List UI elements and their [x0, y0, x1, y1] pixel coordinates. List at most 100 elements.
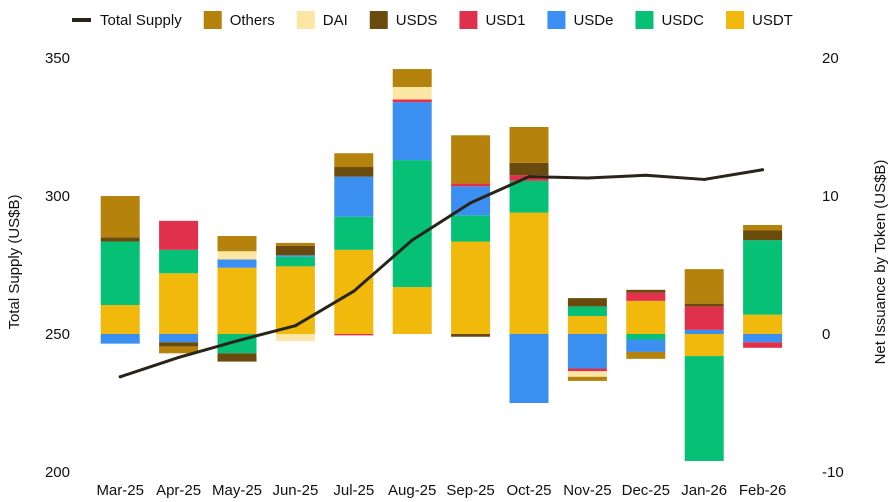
legend-label-usd1: USD1: [485, 12, 525, 29]
total-supply-point-apr-25: [177, 355, 181, 359]
bar-usds-apr-25: [159, 342, 199, 347]
legend-swatch-total-supply: [72, 18, 91, 22]
bar-usdc-jan-26: [684, 356, 724, 461]
bar-dai-may-25: [217, 251, 257, 260]
bar-usdt-sep-25: [451, 241, 491, 334]
total-supply-point-aug-25: [410, 238, 414, 242]
legend-swatch-dai: [296, 11, 315, 29]
bar-usds-nov-25: [567, 298, 607, 307]
bar-usds-feb-26: [743, 230, 783, 241]
bar-usdc-dec-25: [626, 334, 666, 340]
bar-others-may-25: [217, 236, 257, 252]
legend-label-others: Others: [230, 12, 275, 29]
x-tick-label-may-25: May-25: [212, 482, 262, 499]
x-tick-label-mar-25: Mar-25: [96, 482, 144, 499]
bar-usdc-jun-25: [275, 256, 315, 267]
bar-usde-nov-25: [567, 334, 607, 369]
bar-usdt-may-25: [217, 267, 257, 334]
bar-usdt-dec-25: [626, 300, 666, 334]
bar-usdc-jul-25: [334, 216, 374, 250]
total-supply-point-mar-25: [118, 375, 122, 379]
legend-swatch-usd1: [459, 11, 478, 29]
left-tick-label-200: 200: [45, 464, 70, 481]
legend: Total Supply Others DAI USDS USD1 USDe USDC USD…: [72, 11, 793, 29]
left-tick-label-350: 350: [45, 50, 70, 67]
right-tick-label-20: 20: [822, 50, 839, 67]
total-supply-point-feb-26: [761, 168, 765, 172]
bar-usde-oct-25: [509, 334, 549, 403]
bar-usdt-aug-25: [392, 287, 432, 334]
legend-label-usdc: USDC: [661, 12, 704, 29]
bar-others-jul-25: [334, 153, 374, 168]
bar-usd1-apr-25: [159, 220, 199, 250]
bar-usds-oct-25: [509, 162, 549, 176]
bar-usd1-dec-25: [626, 292, 666, 301]
bar-usd1-jul-25: [334, 334, 374, 336]
right-tick-label-10: 10: [822, 188, 839, 205]
bar-usd1-aug-25: [392, 99, 432, 103]
left-tick-label-300: 300: [45, 188, 70, 205]
bar-usdc-nov-25: [567, 306, 607, 317]
legend-swatch-others: [203, 11, 222, 29]
bar-usde-jul-25: [334, 176, 374, 217]
legend-item-usde: USDe: [547, 11, 613, 29]
bar-dai-aug-25: [392, 86, 432, 100]
legend-item-usdt: USDT: [725, 11, 793, 29]
bar-others-sep-25: [451, 135, 491, 184]
bar-usd1-feb-26: [743, 342, 783, 348]
bar-usdc-sep-25: [451, 215, 491, 242]
x-tick-label-sep-25: Sep-25: [446, 482, 494, 499]
bar-usde-feb-26: [743, 334, 783, 343]
x-axis: Mar-25 Apr-25 May-25 Jun-25 Jul-25 Aug-25 Sep-…: [96, 482, 786, 499]
bar-usds-jun-25: [275, 245, 315, 256]
left-axis-title: Total Supply (US$B): [6, 194, 23, 329]
total-supply-point-dec-25: [644, 173, 648, 177]
bar-usde-apr-25: [159, 334, 199, 343]
left-tick-label-250: 250: [45, 326, 70, 343]
bar-usds-jan-26: [684, 303, 724, 307]
total-supply-point-may-25: [235, 339, 239, 343]
total-supply-point-nov-25: [585, 176, 589, 180]
bar-usde-jun-25: [275, 255, 315, 257]
left-axis: 200 250 300 350: [45, 50, 70, 481]
bar-usdc-apr-25: [159, 249, 199, 274]
bar-others-dec-25: [626, 351, 666, 359]
total-supply-point-jul-25: [352, 289, 356, 293]
right-axis-title: Net Issuance by Token (US$B): [872, 160, 889, 365]
bar-usd1-jan-26: [684, 306, 724, 330]
bar-usde-aug-25: [392, 102, 432, 161]
right-tick-label--10: -10: [822, 464, 844, 481]
bar-usdc-mar-25: [100, 241, 140, 306]
x-tick-label-aug-25: Aug-25: [388, 482, 436, 499]
total-supply-line: [118, 168, 765, 379]
bar-usde-jan-26: [684, 329, 724, 334]
legend-label-total-supply: Total Supply: [100, 12, 182, 29]
x-tick-label-feb-26: Feb-26: [739, 482, 787, 499]
legend-item-total-supply: Total Supply: [72, 12, 182, 29]
legend-item-usdc: USDC: [635, 11, 704, 29]
legend-label-usdt: USDT: [752, 12, 793, 29]
bar-others-mar-25: [100, 196, 140, 238]
right-axis: -10 0 10 20: [822, 50, 844, 481]
bar-usd1-nov-25: [567, 368, 607, 372]
legend-item-dai: DAI: [296, 11, 348, 29]
bar-usds-may-25: [217, 353, 257, 362]
bar-usdt-apr-25: [159, 273, 199, 334]
bar-others-oct-25: [509, 127, 549, 163]
bar-others-apr-25: [159, 346, 199, 354]
bar-others-feb-26: [743, 224, 783, 231]
bar-usdc-feb-26: [743, 240, 783, 315]
legend-swatch-usdc: [635, 11, 654, 29]
x-tick-label-jan-26: Jan-26: [681, 482, 727, 499]
bar-usdt-nov-25: [567, 316, 607, 334]
bar-usdt-feb-26: [743, 314, 783, 334]
bar-dai-nov-25: [567, 371, 607, 377]
x-tick-label-jul-25: Jul-25: [333, 482, 374, 499]
x-tick-label-dec-25: Dec-25: [622, 482, 670, 499]
total-supply-point-sep-25: [469, 201, 473, 205]
bar-usde-may-25: [217, 259, 257, 268]
legend-label-usds: USDS: [396, 12, 438, 29]
legend-item-others: Others: [203, 11, 275, 29]
legend-item-usds: USDS: [369, 11, 438, 29]
legend-swatch-usde: [547, 11, 566, 29]
